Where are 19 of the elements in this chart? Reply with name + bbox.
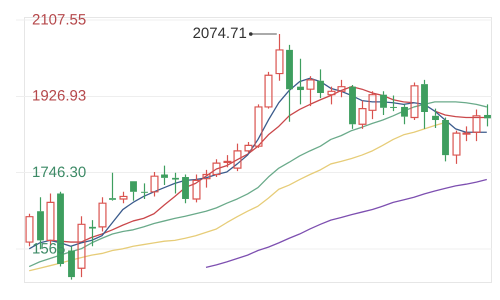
candlestick	[462, 126, 471, 142]
candlestick	[472, 108, 481, 142]
candlestick	[77, 216, 86, 278]
candlestick	[98, 196, 107, 232]
candlestick	[223, 154, 232, 168]
candlestick	[368, 90, 377, 120]
candlestick	[337, 79, 346, 98]
y-tick-label: 1746.30	[32, 164, 86, 181]
annotation: 2074.71	[192, 25, 247, 42]
candlestick	[202, 169, 211, 188]
y-tick-label: 1926.93	[32, 88, 86, 105]
candlestick	[275, 33, 284, 82]
candlestick	[327, 86, 336, 105]
candlestick	[192, 174, 201, 203]
candlestick	[452, 130, 461, 165]
candlestick	[358, 100, 367, 130]
candlestick	[233, 143, 242, 172]
y-tick-label: 2107.55	[32, 11, 86, 28]
candlestick	[306, 76, 315, 107]
